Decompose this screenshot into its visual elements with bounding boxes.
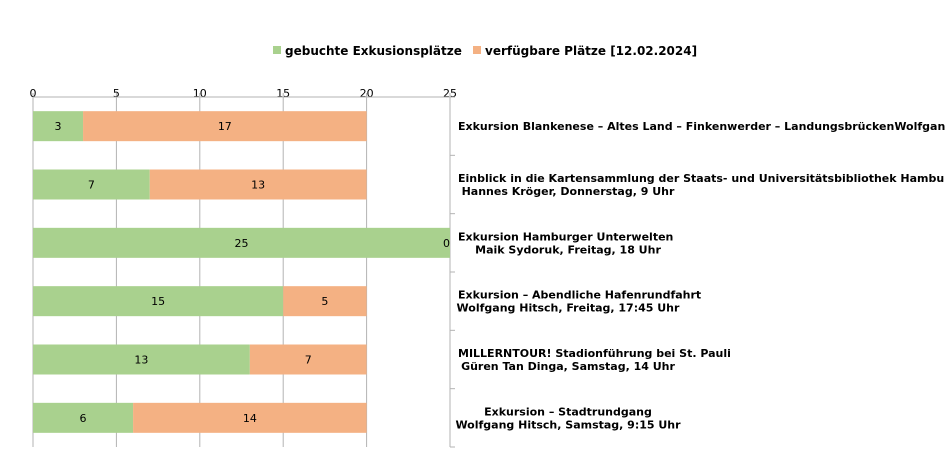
legend: gebuchte Exkusionsplätze verfügbare Plätz… (273, 44, 697, 58)
x-tick-label: 5 (113, 87, 120, 100)
legend-swatch (273, 46, 281, 54)
data-label: 15 (151, 295, 165, 308)
x-tick-label: 15 (276, 87, 290, 100)
bar-available (283, 286, 367, 317)
bar-booked (33, 111, 84, 142)
bar-booked (33, 402, 134, 433)
data-label: 17 (218, 120, 232, 133)
category-label: Exkursion – Abendliche Hafenrundfahrt (458, 289, 701, 302)
category-label: Exkursion Hamburger Unterwelten (458, 230, 673, 243)
category-label: Wolfgang Hitsch, Freitag, 17:45 Uhr (457, 302, 680, 315)
legend-label: verfügbare Plätze [12.02.2024] (485, 44, 697, 58)
data-label: 5 (321, 295, 328, 308)
bars: 3 17 7 13 25 0 15 5 13 7 6 14 (33, 111, 450, 433)
data-label: 3 (55, 120, 62, 133)
legend-label: gebuchte Exkusionsplätze (285, 44, 462, 58)
bar-available (83, 111, 367, 142)
category-label: Exkursion Blankenese – Altes Land – Fink… (458, 120, 945, 133)
x-tick-label: 25 (443, 87, 457, 100)
category-label: Maik Sydoruk, Freitag, 18 Uhr (475, 243, 661, 256)
category-labels: Exkursion Blankenese – Altes Land – Fink… (455, 120, 945, 431)
category-label: Exkursion – Stadtrundgang (484, 405, 652, 418)
bar-booked (33, 286, 284, 317)
bar-booked (33, 227, 450, 258)
data-label: 13 (251, 179, 265, 192)
x-tick-label: 10 (193, 87, 207, 100)
category-label: MILLERNTOUR! Stadionführung bei St. Paul… (458, 347, 731, 360)
category-label: Güren Tan Dinga, Samstag, 14 Uhr (461, 360, 675, 373)
legend-swatch (473, 46, 481, 54)
category-label: Hannes Kröger, Donnerstag, 9 Uhr (462, 185, 675, 198)
category-label: Wolfgang Hitsch, Samstag, 9:15 Uhr (455, 418, 681, 431)
data-label: 7 (88, 179, 95, 192)
bar-available (249, 344, 367, 375)
data-label: 6 (80, 412, 87, 425)
data-label: 0 (443, 237, 450, 250)
data-label: 7 (305, 354, 312, 367)
bar-booked (33, 169, 150, 200)
x-tick-label: 20 (360, 87, 374, 100)
bar-available (149, 169, 367, 200)
data-label: 13 (134, 354, 148, 367)
bar-available (133, 402, 367, 433)
category-label: Einblick in die Kartensammlung der Staat… (458, 172, 945, 185)
x-tick-label: 0 (30, 87, 37, 100)
bar-booked (33, 344, 250, 375)
data-label: 14 (243, 412, 257, 425)
data-label: 25 (235, 237, 249, 250)
grid (32, 97, 451, 447)
axis: 0 5 10 15 20 25 (30, 87, 457, 448)
